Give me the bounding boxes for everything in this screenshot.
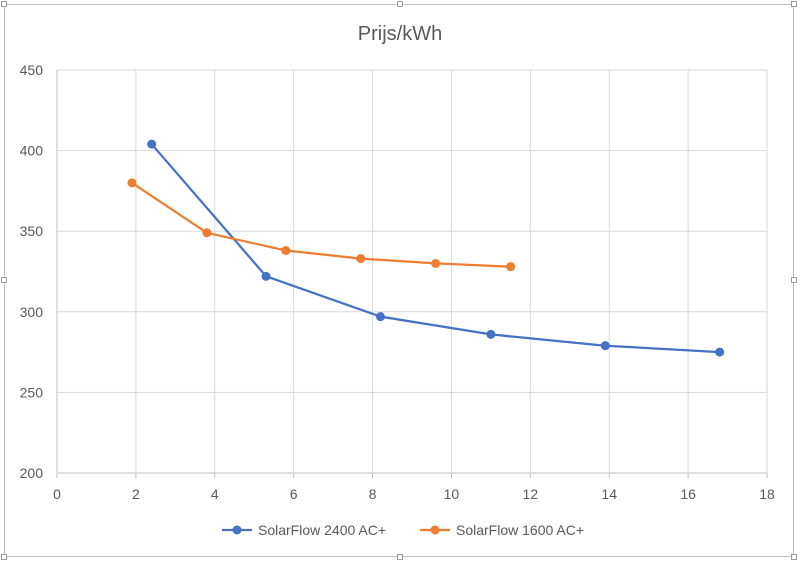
x-tick-label: 6 — [290, 486, 298, 502]
x-tick-label: 8 — [369, 486, 377, 502]
y-tick-label: 400 — [20, 143, 44, 159]
data-point[interactable] — [486, 329, 496, 339]
legend-item[interactable]: SolarFlow 2400 AC+ — [222, 522, 386, 538]
x-tick-label: 16 — [680, 486, 696, 502]
legend-item[interactable]: SolarFlow 1600 AC+ — [420, 522, 584, 538]
legend: SolarFlow 2400 AC+ SolarFlow 1600 AC+ — [222, 522, 584, 538]
x-tick-label: 10 — [444, 486, 460, 502]
resize-handle-middle-right[interactable] — [791, 277, 797, 283]
data-point[interactable] — [715, 347, 725, 357]
data-point[interactable] — [127, 178, 137, 188]
legend-swatch-marker — [430, 525, 440, 535]
data-point[interactable] — [147, 139, 157, 149]
series-group — [127, 139, 725, 357]
y-tick-label: 250 — [20, 384, 44, 400]
resize-handle-top-right[interactable] — [791, 1, 797, 7]
data-point[interactable] — [356, 254, 366, 264]
series-1 — [127, 178, 516, 272]
series-0 — [147, 139, 725, 357]
x-tick-label: 18 — [759, 486, 775, 502]
data-point[interactable] — [281, 246, 291, 256]
data-point[interactable] — [202, 228, 212, 238]
legend-swatch-marker — [232, 525, 242, 535]
resize-handle-bottom-left[interactable] — [1, 554, 7, 560]
series-line — [150, 143, 720, 354]
y-tick-label: 350 — [20, 223, 44, 239]
x-tick-label: 2 — [132, 486, 140, 502]
axis-tick-labels: 200 250 300 350 400 450 0 2 4 6 8 10 12 14 16 18 — [20, 62, 775, 502]
x-tick-label: 0 — [53, 486, 61, 502]
series-line — [131, 181, 511, 268]
chart-title: Prijs/kWh — [358, 23, 442, 45]
resize-handle-top-center[interactable] — [397, 1, 403, 7]
y-tick-label: 450 — [20, 62, 44, 78]
resize-handle-top-left[interactable] — [1, 1, 7, 7]
x-tick-label: 4 — [211, 486, 219, 502]
resize-handle-middle-left[interactable] — [1, 277, 7, 283]
legend-label: SolarFlow 2400 AC+ — [258, 522, 386, 538]
data-point[interactable] — [600, 341, 610, 351]
x-tick-label: 14 — [601, 486, 617, 502]
data-point[interactable] — [506, 262, 516, 272]
data-point[interactable] — [431, 258, 441, 268]
gridlines — [56, 69, 768, 478]
y-tick-label: 200 — [20, 465, 44, 481]
data-point[interactable] — [375, 312, 385, 322]
x-tick-label: 12 — [523, 486, 539, 502]
legend-label: SolarFlow 1600 AC+ — [456, 522, 584, 538]
y-tick-label: 300 — [20, 304, 44, 320]
resize-handle-bottom-center[interactable] — [397, 554, 403, 560]
data-point[interactable] — [261, 271, 271, 281]
resize-handle-bottom-right[interactable] — [791, 554, 797, 560]
